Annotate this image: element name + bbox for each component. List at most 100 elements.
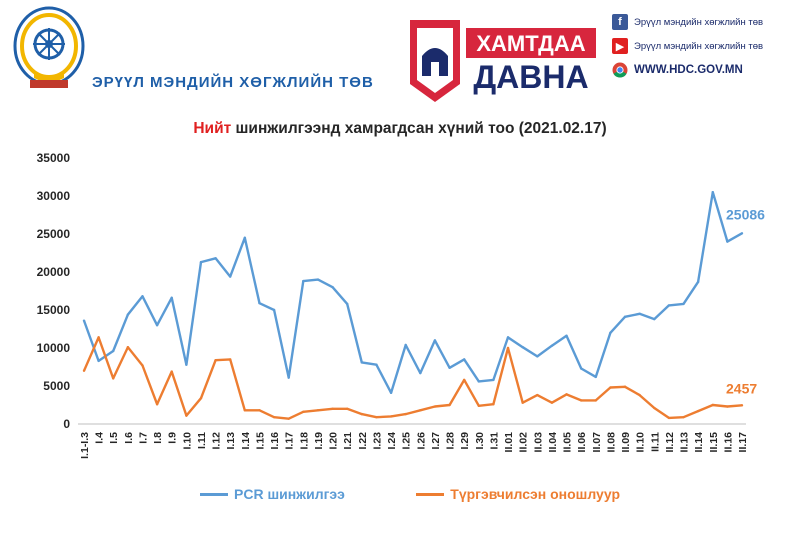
data-point	[155, 324, 159, 327]
data-point	[214, 257, 217, 260]
data-point	[404, 343, 407, 347]
legend-label-pcr: PCR шинжилгээ	[234, 486, 345, 502]
y-tick-label: 15000	[37, 303, 71, 317]
website-link[interactable]: WWW.HDC.GOV.MN	[612, 58, 797, 82]
x-tick-label: I.10	[181, 432, 193, 450]
data-point	[696, 409, 700, 413]
data-point	[638, 393, 641, 397]
data-point	[623, 385, 627, 388]
y-tick-label: 10000	[37, 341, 71, 355]
data-point	[287, 376, 290, 379]
youtube-link[interactable]: ▶ Эрүүл мэндийн хөгжлийн төв	[612, 34, 797, 58]
data-point	[346, 302, 349, 306]
facebook-icon: f	[612, 14, 628, 30]
x-tick-label: I.27	[430, 432, 442, 450]
data-point	[506, 336, 510, 339]
data-point	[433, 339, 437, 342]
data-point	[477, 380, 480, 383]
data-point	[331, 286, 334, 289]
data-point	[199, 396, 203, 400]
data-point	[521, 401, 524, 404]
data-point	[550, 401, 554, 404]
data-point	[141, 295, 144, 298]
data-point	[214, 358, 217, 362]
data-point	[141, 364, 144, 367]
y-tick-label: 0	[63, 417, 70, 431]
data-point	[170, 296, 173, 300]
x-axis: I.1-I.3 I.4 I.5 I.6 I.7 I.8 I.9 I.10 I.11 I.12 I.1…	[78, 423, 749, 459]
data-point	[565, 393, 568, 396]
x-tick-label: II.13	[679, 432, 691, 453]
data-point	[272, 308, 276, 312]
x-tick-label: I.8	[152, 432, 164, 444]
x-tick-label: I.31	[488, 432, 500, 450]
data-point	[316, 278, 320, 281]
legend-item-pcr: PCR шинжилгээ	[200, 486, 345, 502]
data-point	[185, 363, 188, 366]
data-point	[653, 317, 656, 321]
data-point	[97, 359, 100, 363]
data-point	[346, 407, 349, 410]
chart-title-rest: шинжилгээнд хамрагдсан хүний тоо (2021.0…	[231, 120, 607, 137]
data-point	[579, 367, 583, 370]
data-point	[389, 415, 393, 418]
data-point	[126, 313, 130, 316]
x-tick-label: I.23	[371, 432, 383, 450]
chart-title: Нийт шинжилгээнд хамрагдсан хүний тоо (2…	[0, 120, 800, 138]
data-point	[258, 409, 261, 412]
x-tick-label: II.02	[518, 432, 530, 453]
x-tick-label: I.5	[108, 432, 120, 444]
series-layer: 25086 2457	[82, 191, 765, 420]
data-point	[126, 346, 130, 349]
x-tick-label: I.12	[211, 432, 223, 450]
x-tick-label: I.1-I.3	[79, 432, 91, 459]
data-point	[579, 399, 583, 402]
data-point	[536, 355, 539, 358]
facebook-link[interactable]: f Эрүүл мэндийн хөгжлийн төв	[612, 10, 797, 34]
data-point	[302, 279, 305, 283]
x-tick-label: I.13	[225, 432, 237, 450]
y-tick-label: 5000	[43, 379, 70, 393]
data-point	[667, 304, 671, 307]
data-point	[316, 409, 320, 412]
x-tick-label: I.20	[328, 432, 340, 450]
data-point	[462, 378, 466, 382]
data-point	[711, 191, 714, 194]
data-point	[112, 349, 115, 353]
x-tick-label: II.05	[562, 432, 574, 453]
x-tick-label: II.09	[620, 432, 632, 453]
series-line-1	[82, 336, 743, 420]
x-tick-label: I.15	[254, 432, 266, 450]
data-point	[155, 403, 159, 406]
data-point	[448, 366, 451, 369]
data-point	[82, 369, 86, 372]
data-point	[404, 412, 407, 416]
x-tick-label: II.11	[649, 432, 661, 452]
data-point	[609, 331, 612, 334]
legend-item-rapid: Түргэвчилсэн оношлуур	[416, 486, 620, 502]
x-tick-label: II.03	[532, 432, 544, 453]
data-point	[726, 405, 729, 408]
x-tick-label: I.30	[474, 432, 486, 450]
data-label-end: 2457	[726, 380, 757, 396]
data-point	[594, 375, 597, 379]
data-point	[302, 410, 305, 414]
data-point	[536, 393, 539, 397]
legend-swatch-pcr	[200, 492, 228, 496]
data-point	[243, 236, 247, 239]
data-point	[653, 406, 656, 410]
youtube-icon: ▶	[612, 38, 628, 54]
data-point	[740, 404, 744, 407]
chart-legend: PCR шинжилгээ Түргэвчилсэн оношлуур	[200, 486, 620, 502]
data-point	[185, 414, 188, 417]
x-tick-label: II.06	[576, 432, 588, 453]
x-tick-label: II.15	[708, 432, 720, 453]
campaign-logo: ХАМТДАА ДАВНА	[400, 14, 600, 106]
data-point	[506, 346, 510, 350]
data-point	[740, 232, 744, 235]
data-point	[82, 319, 86, 322]
x-tick-label: I.17	[284, 432, 296, 450]
x-tick-label: I.29	[459, 432, 471, 450]
y-axis: 0 5000 10000 15000 20000 25000 30000 35000	[37, 151, 71, 431]
x-tick-label: II.17	[737, 432, 749, 453]
